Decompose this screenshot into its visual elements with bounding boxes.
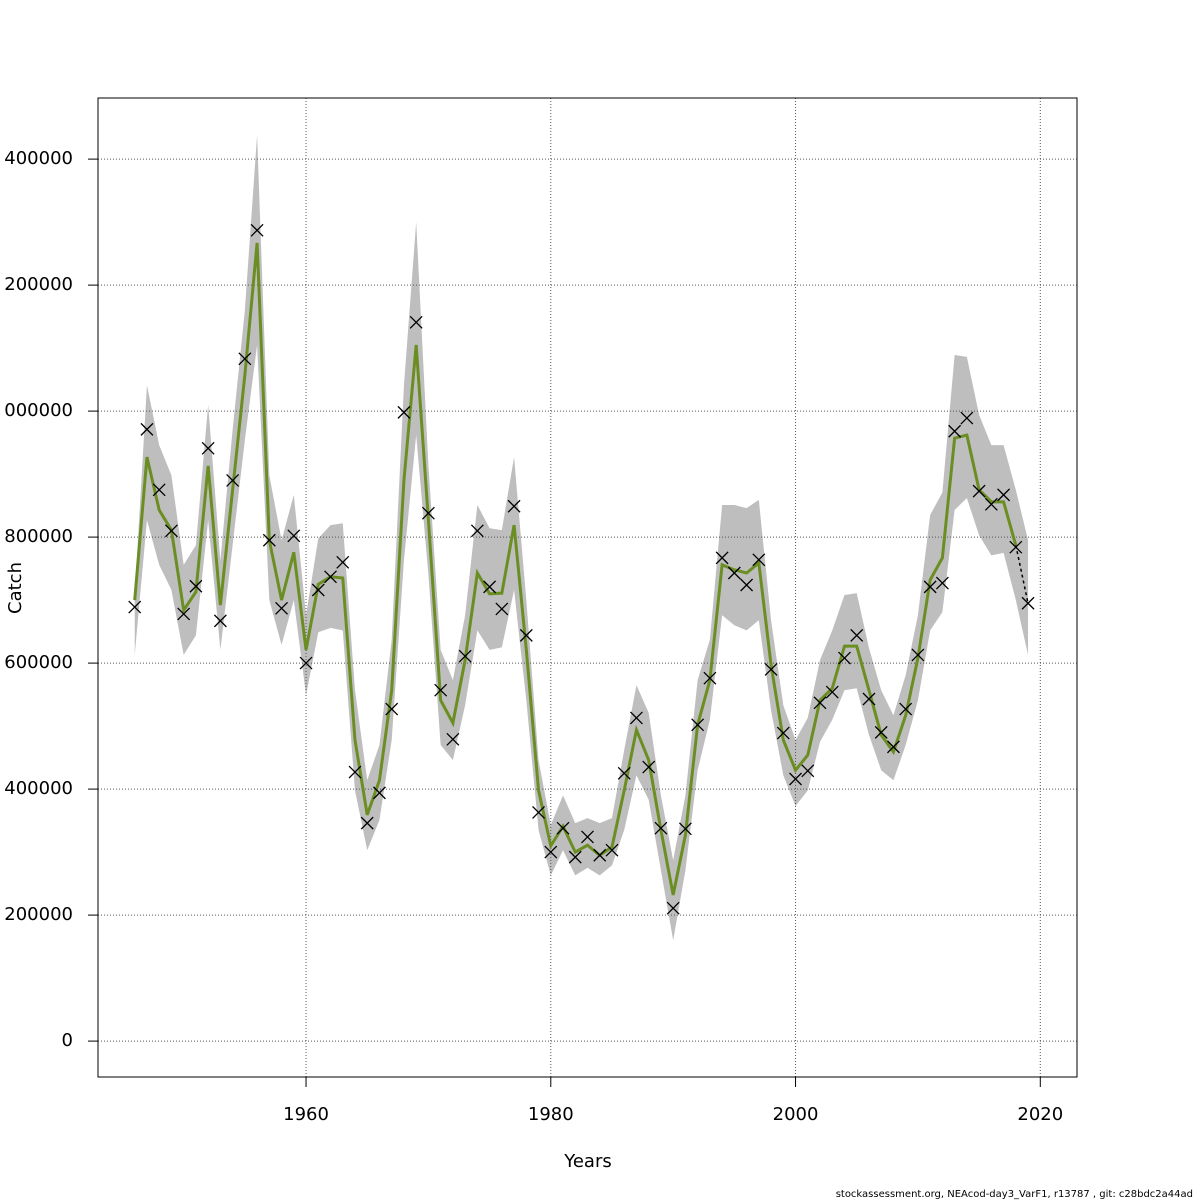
observation	[801, 764, 815, 778]
observation	[850, 628, 864, 642]
observation	[1021, 596, 1035, 610]
observation	[385, 702, 399, 716]
x-tick-label: 1960	[283, 1104, 329, 1125]
observation	[862, 692, 876, 706]
observation	[605, 843, 619, 857]
y-tick-label: 800000	[4, 526, 73, 547]
observation	[507, 499, 521, 513]
observation	[703, 671, 717, 685]
observation	[654, 821, 668, 835]
observation	[593, 848, 607, 862]
observation	[813, 696, 827, 710]
observation	[825, 685, 839, 699]
observation	[177, 607, 191, 621]
observation	[581, 830, 594, 844]
x-axis-label: Years	[563, 1151, 612, 1172]
observation	[568, 850, 582, 864]
observation	[348, 765, 362, 779]
y-tick-label: 200000	[4, 274, 73, 295]
observation	[972, 484, 986, 498]
observation	[666, 901, 680, 915]
observation	[617, 766, 631, 780]
observation	[960, 411, 974, 425]
observation	[911, 648, 925, 662]
observation	[1009, 540, 1023, 554]
x-tick-label: 2000	[773, 1104, 819, 1125]
observation	[997, 488, 1011, 502]
observation	[409, 315, 423, 329]
observation	[446, 732, 460, 746]
observation	[128, 600, 142, 614]
observation	[373, 786, 386, 800]
observation	[189, 579, 203, 593]
observation	[740, 578, 754, 592]
observation	[324, 570, 337, 584]
observation	[544, 845, 558, 859]
observation	[899, 702, 913, 716]
observation	[336, 555, 350, 569]
confidence-band	[134, 135, 1029, 941]
y-tick-label: 000000	[4, 400, 73, 421]
observation	[250, 223, 264, 237]
observation	[201, 441, 215, 455]
observation	[556, 821, 570, 835]
observation	[629, 711, 643, 725]
observation	[727, 566, 741, 580]
observation	[397, 405, 411, 419]
observation	[311, 583, 325, 597]
observation	[948, 424, 962, 438]
observation	[495, 602, 509, 616]
footnote: stockassessment.org, NEAcod-day3_VarF1, …	[836, 1189, 1193, 1200]
observation	[238, 352, 252, 366]
observation	[776, 726, 790, 740]
observation	[789, 772, 802, 786]
observation	[886, 740, 900, 754]
observation	[299, 656, 313, 670]
y-tick-label: 600000	[4, 652, 73, 673]
observation	[519, 628, 533, 642]
observation	[262, 533, 276, 547]
observation	[715, 551, 729, 565]
observation	[213, 614, 227, 628]
observation	[752, 553, 766, 567]
observation	[287, 529, 301, 543]
observation	[140, 422, 154, 436]
observation	[483, 580, 497, 594]
observation	[360, 816, 374, 830]
observation	[532, 805, 546, 819]
y-tick-label: 400000	[4, 778, 73, 799]
line	[1015, 545, 1029, 604]
y-axis-label: Catch	[5, 562, 26, 614]
observation	[923, 580, 937, 594]
observation	[874, 725, 888, 739]
x-tick-label: 1980	[528, 1104, 574, 1125]
observation	[678, 822, 692, 836]
observation	[275, 601, 289, 615]
x-tick-label: 2020	[1017, 1104, 1063, 1125]
observation	[838, 651, 851, 665]
observation	[458, 649, 472, 663]
observation	[226, 473, 240, 487]
observation	[691, 718, 705, 732]
observation	[935, 576, 949, 590]
y-tick-label: 200000	[4, 904, 73, 925]
y-tick-label: 0	[62, 1030, 73, 1051]
observation	[152, 483, 166, 497]
observation	[764, 662, 778, 676]
observation	[164, 524, 178, 538]
y-tick-label: 400000	[4, 148, 73, 169]
line	[133, 242, 1018, 896]
observation	[642, 760, 656, 774]
observation	[984, 497, 998, 511]
plot-frame	[97, 97, 1078, 1078]
observation	[421, 506, 435, 520]
observation	[434, 683, 448, 697]
observation	[470, 524, 484, 538]
